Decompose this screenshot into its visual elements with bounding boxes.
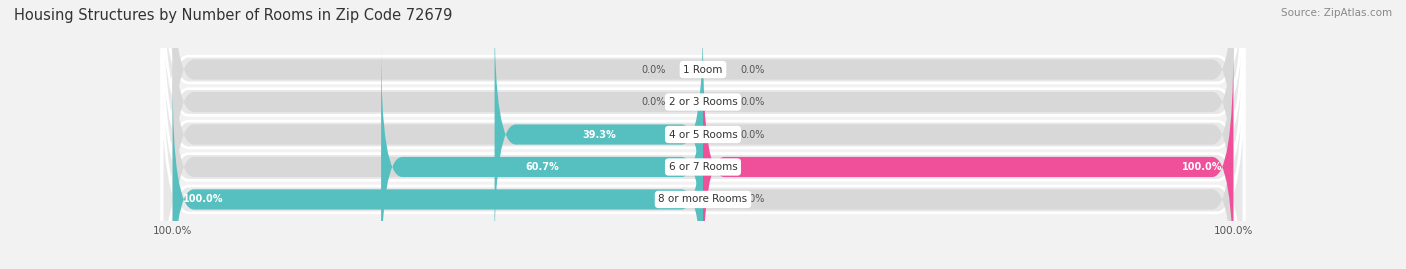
Text: 0.0%: 0.0% [740,65,765,75]
Text: 0.0%: 0.0% [740,97,765,107]
FancyBboxPatch shape [173,47,1233,269]
Text: 0.0%: 0.0% [641,97,666,107]
FancyBboxPatch shape [162,18,1244,269]
Text: 60.7%: 60.7% [526,162,560,172]
FancyBboxPatch shape [173,0,1233,189]
Text: 8 or more Rooms: 8 or more Rooms [658,194,748,204]
FancyBboxPatch shape [162,0,1244,251]
Text: 39.3%: 39.3% [582,129,616,140]
FancyBboxPatch shape [381,47,703,269]
FancyBboxPatch shape [495,15,703,254]
FancyBboxPatch shape [162,0,1244,219]
Text: 2 or 3 Rooms: 2 or 3 Rooms [669,97,737,107]
Text: 0.0%: 0.0% [641,65,666,75]
FancyBboxPatch shape [703,47,1233,269]
Text: 100.0%: 100.0% [183,194,224,204]
Text: 0.0%: 0.0% [740,194,765,204]
Text: 100.0%: 100.0% [1182,162,1223,172]
Text: 4 or 5 Rooms: 4 or 5 Rooms [669,129,737,140]
FancyBboxPatch shape [162,0,1244,269]
Text: Housing Structures by Number of Rooms in Zip Code 72679: Housing Structures by Number of Rooms in… [14,8,453,23]
FancyBboxPatch shape [173,80,1233,269]
Text: 1 Room: 1 Room [683,65,723,75]
Text: Source: ZipAtlas.com: Source: ZipAtlas.com [1281,8,1392,18]
FancyBboxPatch shape [162,50,1244,269]
Text: 6 or 7 Rooms: 6 or 7 Rooms [669,162,737,172]
FancyBboxPatch shape [173,15,1233,254]
FancyBboxPatch shape [173,80,703,269]
Text: 0.0%: 0.0% [740,129,765,140]
FancyBboxPatch shape [173,0,1233,222]
